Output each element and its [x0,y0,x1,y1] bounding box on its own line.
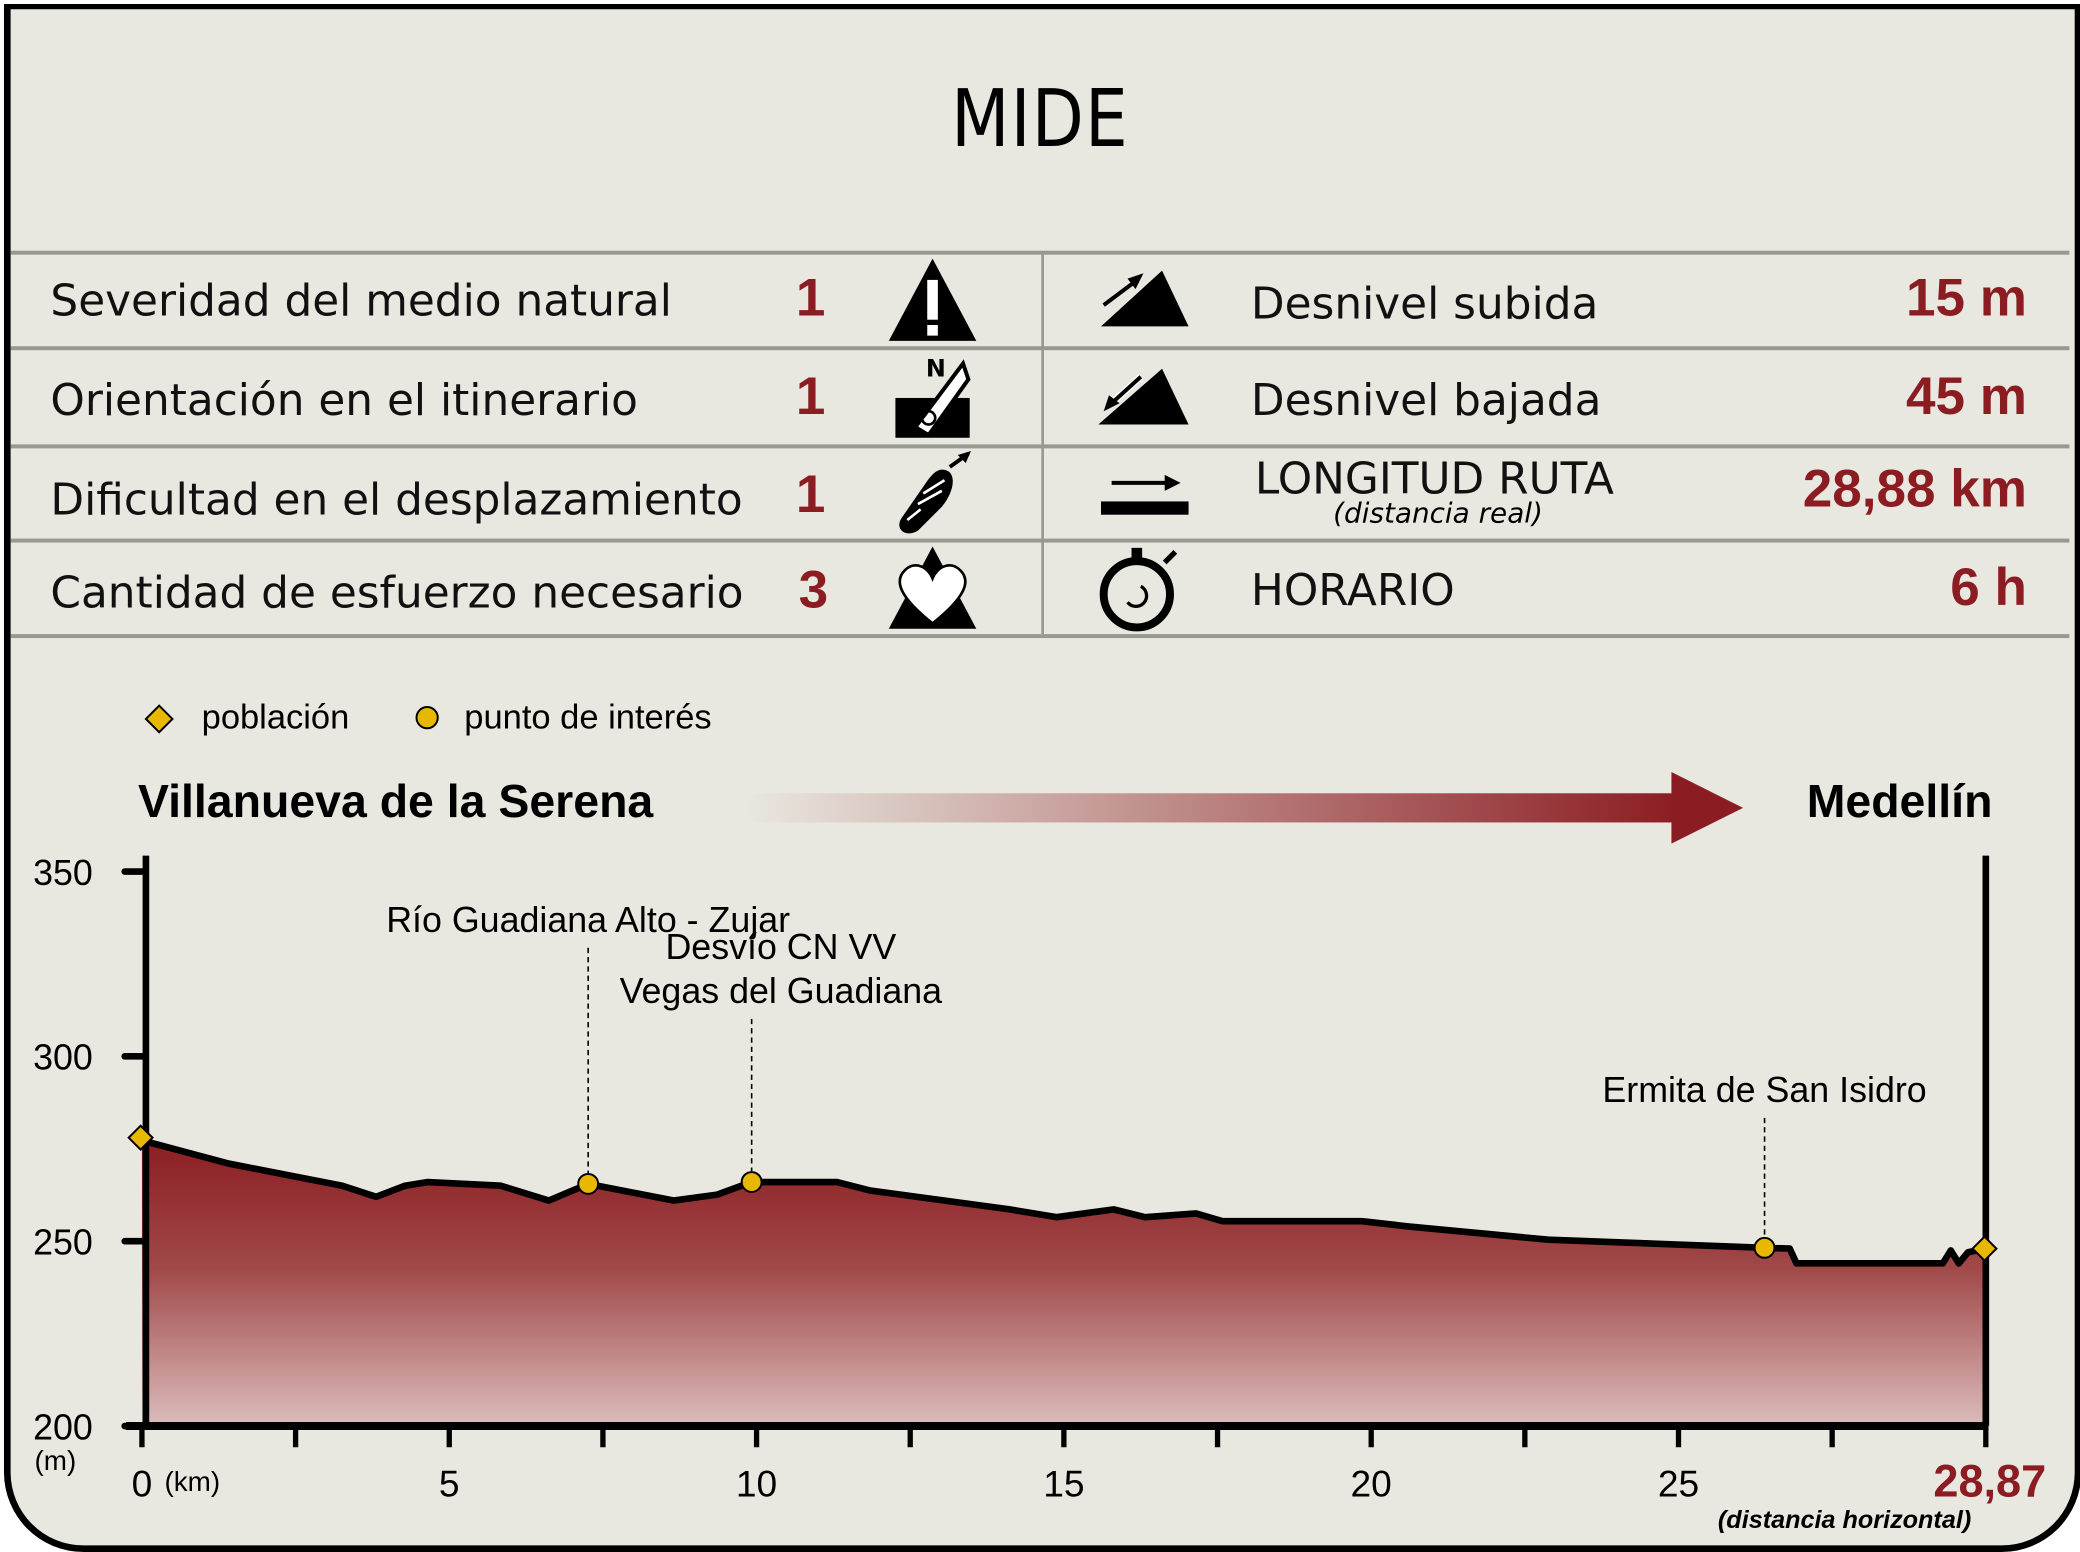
poi-marker [740,1171,763,1193]
descent-icon [1098,368,1189,425]
y-axis-unit: (m) [34,1445,76,1476]
mide-value: 3 [798,561,829,620]
divider [10,346,2070,351]
compass-map-icon: N [895,355,971,438]
y-tick-label: 350 [33,853,93,893]
mide-label: Severidad del medio natural [50,274,672,327]
stat-label: Desnivel subida [1250,277,1599,329]
stat-label: HORARIO [1250,563,1455,616]
x-tick-label: 15 [1043,1462,1084,1504]
warning-mountain-icon [888,258,977,341]
profile-area [141,1137,1986,1427]
stat-value: 28,88 km [1802,460,2027,519]
stat-label: LONGITUD RUTA [1254,452,1614,505]
poi-label: Río Guadiana Alto - Zujar [386,900,790,940]
divider [10,634,2070,639]
poi-label: Ermita de San Isidro [1602,1070,1926,1110]
mide-label: Dificultad en el desplazamiento [50,473,743,526]
route-end: Medellín [1806,776,1993,828]
stopwatch-icon [1099,547,1178,632]
poi-label: Desvío CN VV [665,927,896,967]
x-tick-label: 20 [1351,1462,1392,1504]
poi-label: Vegas del Guadiana [620,971,943,1011]
stat-sublabel: (distancia real) [1333,497,1543,530]
heart-mountain-icon [888,546,977,629]
town-marker [127,1124,154,1152]
end-distance-note: (distancia horizontal) [1718,1506,1971,1534]
stat-value: 15 m [1905,269,2027,328]
mide-value: 1 [795,269,826,328]
direction-arrow-icon [742,772,1744,844]
x-axis-unit: (km) [164,1466,220,1497]
divider [10,444,2070,449]
x-tick-label: 28,87 [1933,1455,2046,1506]
legend-poi: punto de interés [464,696,712,737]
y-tick-label: 200 [33,1407,93,1447]
mide-value: 1 [795,465,826,524]
legend-town: población [201,696,350,737]
x-tick-label: 10 [736,1462,777,1504]
poi-marker [1753,1236,1776,1259]
stat-value: 45 m [1905,367,2027,426]
mide-label: Cantidad de esfuerzo necesario [50,566,744,619]
town-marker-icon [144,704,174,734]
mide-label: Orientación en el itinerario [50,374,638,426]
divider [1041,253,1044,635]
footprint-icon [899,451,972,534]
stat-value: 6 h [1950,558,2027,617]
x-tick-label: 0 [132,1462,153,1504]
distance-icon [1101,474,1189,515]
svg-text:N: N [926,355,946,383]
y-tick-label: 250 [33,1222,93,1262]
divider [10,538,2070,543]
route-start: Villanueva de la Serena [137,776,654,828]
profile-line [139,1135,1987,1267]
poi-marker [577,1172,600,1195]
stat-label: Desnivel bajada [1250,374,1602,426]
mide-value: 1 [795,367,826,426]
page-title: MIDE [951,72,1129,166]
x-tick-label: 25 [1658,1462,1699,1504]
divider [10,250,2070,255]
poi-marker-icon [415,706,439,730]
town-marker [1971,1235,1998,1262]
x-tick-label: 5 [439,1462,460,1504]
y-tick-label: 300 [33,1038,93,1078]
ascent-icon [1101,270,1189,327]
